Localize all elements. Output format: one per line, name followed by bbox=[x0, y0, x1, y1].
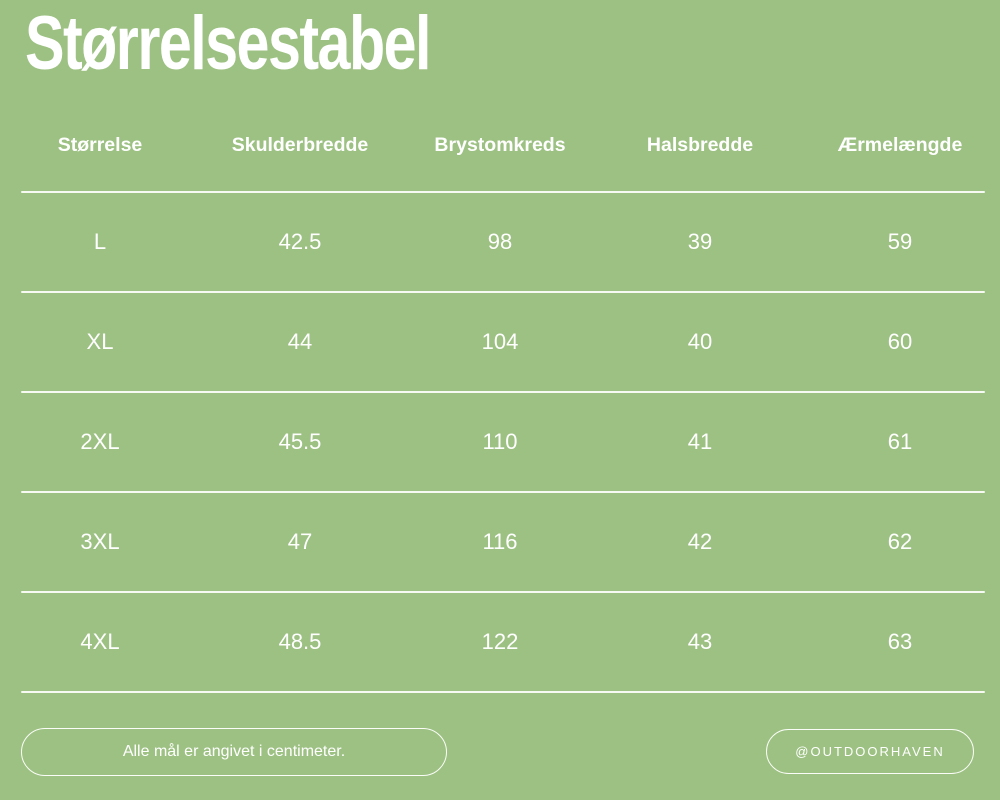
table-cell: 40 bbox=[687, 329, 713, 354]
row-divider bbox=[21, 291, 985, 293]
table-cell: 122 bbox=[481, 629, 519, 654]
size-table: Størrelse Skulderbredde Brystomkreds Hal… bbox=[0, 100, 1000, 693]
table-row-3xl: 3XL 47 116 42 62 bbox=[0, 493, 1000, 591]
table-row-4xl: 4XL 48.5 122 43 63 bbox=[0, 593, 1000, 691]
table-cell: 63 bbox=[887, 629, 913, 654]
size-cell: XL bbox=[86, 329, 114, 354]
social-handle-text: @OUTDOORHAVEN bbox=[795, 744, 945, 759]
table-cell: 61 bbox=[887, 429, 913, 454]
table-cell: 42 bbox=[687, 529, 713, 554]
table-cell: 47 bbox=[287, 529, 313, 554]
table-cell: 48.5 bbox=[278, 629, 322, 654]
size-cell: L bbox=[93, 229, 107, 254]
table-row-l: L 42.5 98 39 59 bbox=[0, 193, 1000, 291]
row-divider bbox=[21, 591, 985, 593]
table-cell: 42.5 bbox=[278, 229, 322, 254]
page-title: Størrelsestabel bbox=[25, 1, 432, 86]
row-divider bbox=[21, 391, 985, 393]
social-handle-button[interactable]: @OUTDOORHAVEN bbox=[766, 729, 974, 774]
header-divider bbox=[21, 191, 985, 193]
header-skulderbredde: Skulderbredde bbox=[231, 134, 369, 156]
size-cell: 2XL bbox=[80, 429, 120, 454]
table-cell: 98 bbox=[487, 229, 513, 254]
table-cell: 110 bbox=[482, 429, 518, 454]
header-halsbredde: Halsbredde bbox=[646, 134, 754, 156]
table-row-2xl: 2XL 45.5 110 41 61 bbox=[0, 393, 1000, 491]
units-note-text: Alle mål er angivet i centimeter. bbox=[122, 743, 346, 760]
table-cell: 45.5 bbox=[278, 429, 322, 454]
row-divider bbox=[21, 491, 985, 493]
row-divider bbox=[21, 691, 985, 693]
table-cell: 60 bbox=[887, 329, 913, 354]
header-stoerrelse: Størrelse bbox=[57, 134, 143, 156]
table-header-row: Størrelse Skulderbredde Brystomkreds Hal… bbox=[0, 100, 1000, 191]
units-note-badge: Alle mål er angivet i centimeter. bbox=[21, 728, 447, 776]
table-cell: 59 bbox=[887, 229, 913, 254]
table-cell: 41 bbox=[687, 429, 713, 454]
header-aermelaengde: Ærmelængde bbox=[837, 134, 963, 156]
table-cell: 104 bbox=[481, 329, 519, 354]
header-brystomkreds: Brystomkreds bbox=[434, 134, 566, 156]
table-cell: 44 bbox=[287, 329, 313, 354]
table-cell: 116 bbox=[482, 529, 518, 554]
table-cell: 43 bbox=[687, 629, 713, 654]
table-cell: 39 bbox=[687, 229, 713, 254]
size-cell: 4XL bbox=[80, 629, 120, 654]
size-cell: 3XL bbox=[80, 529, 120, 554]
table-cell: 62 bbox=[887, 529, 913, 554]
table-row-xl: XL 44 104 40 60 bbox=[0, 293, 1000, 391]
